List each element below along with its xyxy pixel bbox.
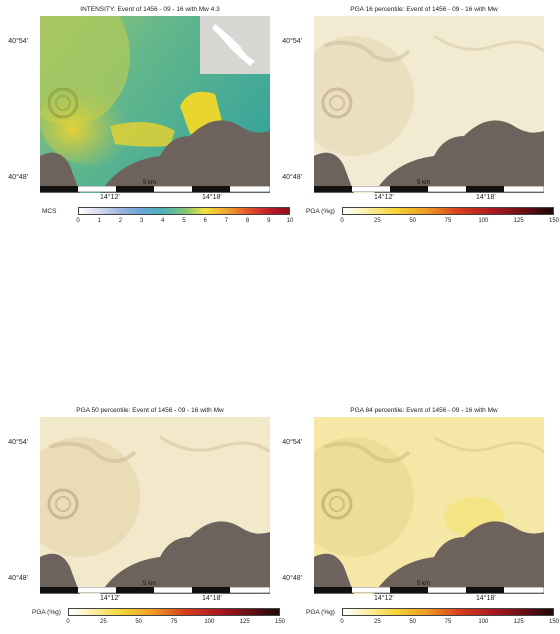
colorbar (68, 608, 280, 616)
legend-unit-label: PGA (%g) (306, 609, 335, 616)
longitude-label-left: 14°12' (374, 194, 394, 201)
colorbar-legend: PGA (%g) 0 25 50 75 100 125 150 (306, 608, 559, 628)
scale-bar (314, 587, 544, 593)
colorbar-legend: PGA (%g) 0 25 50 75 100 125 150 (32, 608, 285, 628)
longitude-label-right: 14°18' (476, 595, 496, 602)
legend-unit-label: MCS (42, 208, 57, 215)
tick-label: 3 (139, 218, 144, 224)
pga16-map (314, 16, 544, 193)
latitude-label-bottom: 40°48' (282, 174, 302, 181)
colorbar-ticks: 0 25 50 75 100 125 150 (340, 218, 559, 227)
longitude-label-left: 14°12' (100, 194, 120, 201)
tick-label: 125 (513, 218, 524, 224)
latitude-label-top: 40°54' (282, 38, 302, 45)
tick-label: 25 (373, 619, 381, 625)
tick-label: 75 (444, 619, 452, 625)
colorbar-ticks: 0 25 50 75 100 125 150 (66, 619, 285, 628)
tick-label: 50 (409, 218, 416, 224)
tick-label: 0 (340, 218, 344, 224)
colorbar-ticks: 0 1 2 3 4 5 6 7 8 9 10 (76, 218, 293, 227)
tick-label: 8 (245, 218, 250, 224)
colorbar-legend: PGA (%g) 0 25 50 75 100 125 150 (306, 207, 559, 227)
latitude-label-bottom: 40°48' (282, 575, 302, 582)
pga84-map (314, 417, 544, 594)
legend-unit-label: PGA (%g) (306, 208, 335, 215)
legend-unit-label: PGA (%g) (32, 609, 61, 616)
panel-title: PGA 16 percentile: Event of 1456 - 09 - … (350, 6, 498, 13)
tick-label: 0 (66, 619, 70, 625)
tick-label: 6 (203, 218, 207, 224)
tick-label: 5 (182, 218, 186, 224)
tick-label: 50 (135, 619, 142, 625)
scale-bar-label: 5 km (417, 180, 431, 186)
scale-bar-label: 5 km (143, 180, 157, 186)
colorbar-legend: MCS 0 1 2 3 4 5 6 7 8 9 10 (42, 207, 293, 227)
scale-bar-label: 5 km (143, 581, 157, 587)
tick-label: 125 (239, 619, 250, 625)
longitude-label-left: 14°12' (374, 595, 394, 602)
tick-label: 100 (478, 218, 489, 224)
tick-label: 150 (274, 619, 286, 625)
colorbar-ticks: 0 25 50 75 100 125 150 (340, 619, 559, 628)
latitude-label-bottom: 40°48' (8, 575, 28, 582)
tick-label: 75 (444, 218, 452, 224)
tick-label: 25 (373, 218, 381, 224)
tick-label: 150 (548, 619, 560, 625)
tick-label: 100 (204, 619, 215, 625)
tick-label: 7 (224, 218, 229, 224)
longitude-label-left: 14°12' (100, 595, 120, 602)
tick-label: 25 (99, 619, 107, 625)
colorbar (342, 207, 554, 215)
scale-bar (40, 587, 270, 593)
longitude-label-right: 14°18' (202, 194, 222, 201)
tick-label: 9 (267, 218, 271, 224)
tick-label: 10 (286, 218, 294, 224)
tick-label: 100 (478, 619, 489, 625)
colorbar (342, 608, 554, 616)
panel-title: PGA 50 percentile: Event of 1456 - 09 - … (76, 407, 224, 414)
scale-bar (40, 186, 270, 192)
longitude-label-right: 14°18' (202, 595, 222, 602)
tick-label: 50 (409, 619, 416, 625)
tick-label: 1 (97, 218, 101, 224)
tick-label: 2 (118, 218, 123, 224)
tick-label: 75 (170, 619, 178, 625)
scale-bar (314, 186, 544, 192)
tick-label: 0 (76, 218, 80, 224)
longitude-label-right: 14°18' (476, 194, 496, 201)
latitude-label-top: 40°54' (8, 38, 28, 45)
latitude-label-top: 40°54' (282, 439, 302, 446)
latitude-label-top: 40°54' (8, 439, 28, 446)
intensity-map (40, 16, 270, 193)
scale-bar-label: 5 km (417, 581, 431, 587)
tick-label: 4 (161, 218, 165, 224)
pga50-map (40, 417, 270, 594)
panel-title: PGA 84 percentile: Event of 1456 - 09 - … (350, 407, 498, 414)
panel-title: INTENSITY: Event of 1456 - 09 - 16 with … (80, 6, 220, 13)
tick-label: 150 (548, 218, 560, 224)
tick-label: 0 (340, 619, 344, 625)
colorbar (78, 207, 290, 215)
tick-label: 125 (513, 619, 524, 625)
latitude-label-bottom: 40°48' (8, 174, 28, 181)
